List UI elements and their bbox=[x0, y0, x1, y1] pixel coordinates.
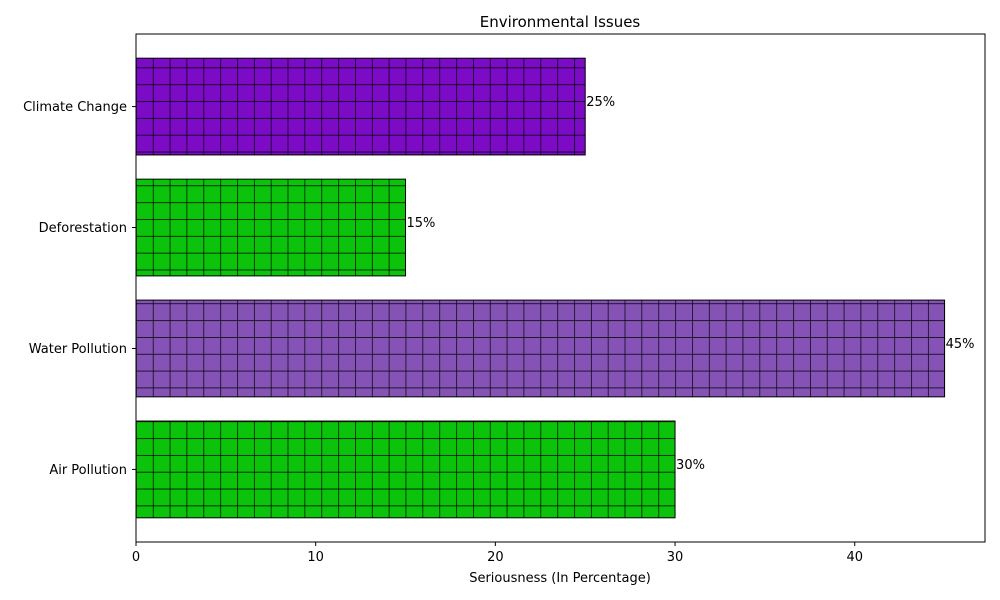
plot-frame bbox=[135, 33, 986, 543]
bar-hatch bbox=[135, 178, 407, 277]
x-tick-label: 40 bbox=[846, 550, 863, 565]
x-tick-label: 20 bbox=[487, 550, 504, 565]
bars-layer bbox=[135, 57, 946, 519]
x-tick-label: 30 bbox=[667, 550, 684, 565]
x-tick-label: 0 bbox=[132, 550, 140, 565]
y-tick-label: Water Pollution bbox=[29, 342, 127, 357]
bar-hatch bbox=[135, 420, 676, 519]
y-tick-label: Air Pollution bbox=[49, 463, 127, 478]
x-tick-label: 10 bbox=[307, 550, 324, 565]
y-tick-label: Climate Change bbox=[23, 100, 127, 115]
x-axis-label: Seriousness (In Percentage) bbox=[469, 571, 651, 586]
bar-hatch bbox=[135, 57, 586, 156]
data-label: 25% bbox=[586, 95, 615, 110]
data-label: 30% bbox=[676, 458, 705, 473]
data-labels-layer: 30% 45% 15% 25% bbox=[407, 95, 975, 473]
data-label: 45% bbox=[946, 337, 975, 352]
x-axis-ticks: 0 10 20 30 40 bbox=[132, 542, 863, 565]
chart-title: Environmental Issues bbox=[480, 13, 641, 31]
data-label: 15% bbox=[407, 216, 436, 231]
y-axis-ticks: Air Pollution Water Pollution Deforestatio… bbox=[23, 100, 136, 478]
y-tick-label: Deforestation bbox=[39, 221, 127, 236]
bar-hatch bbox=[135, 299, 946, 398]
